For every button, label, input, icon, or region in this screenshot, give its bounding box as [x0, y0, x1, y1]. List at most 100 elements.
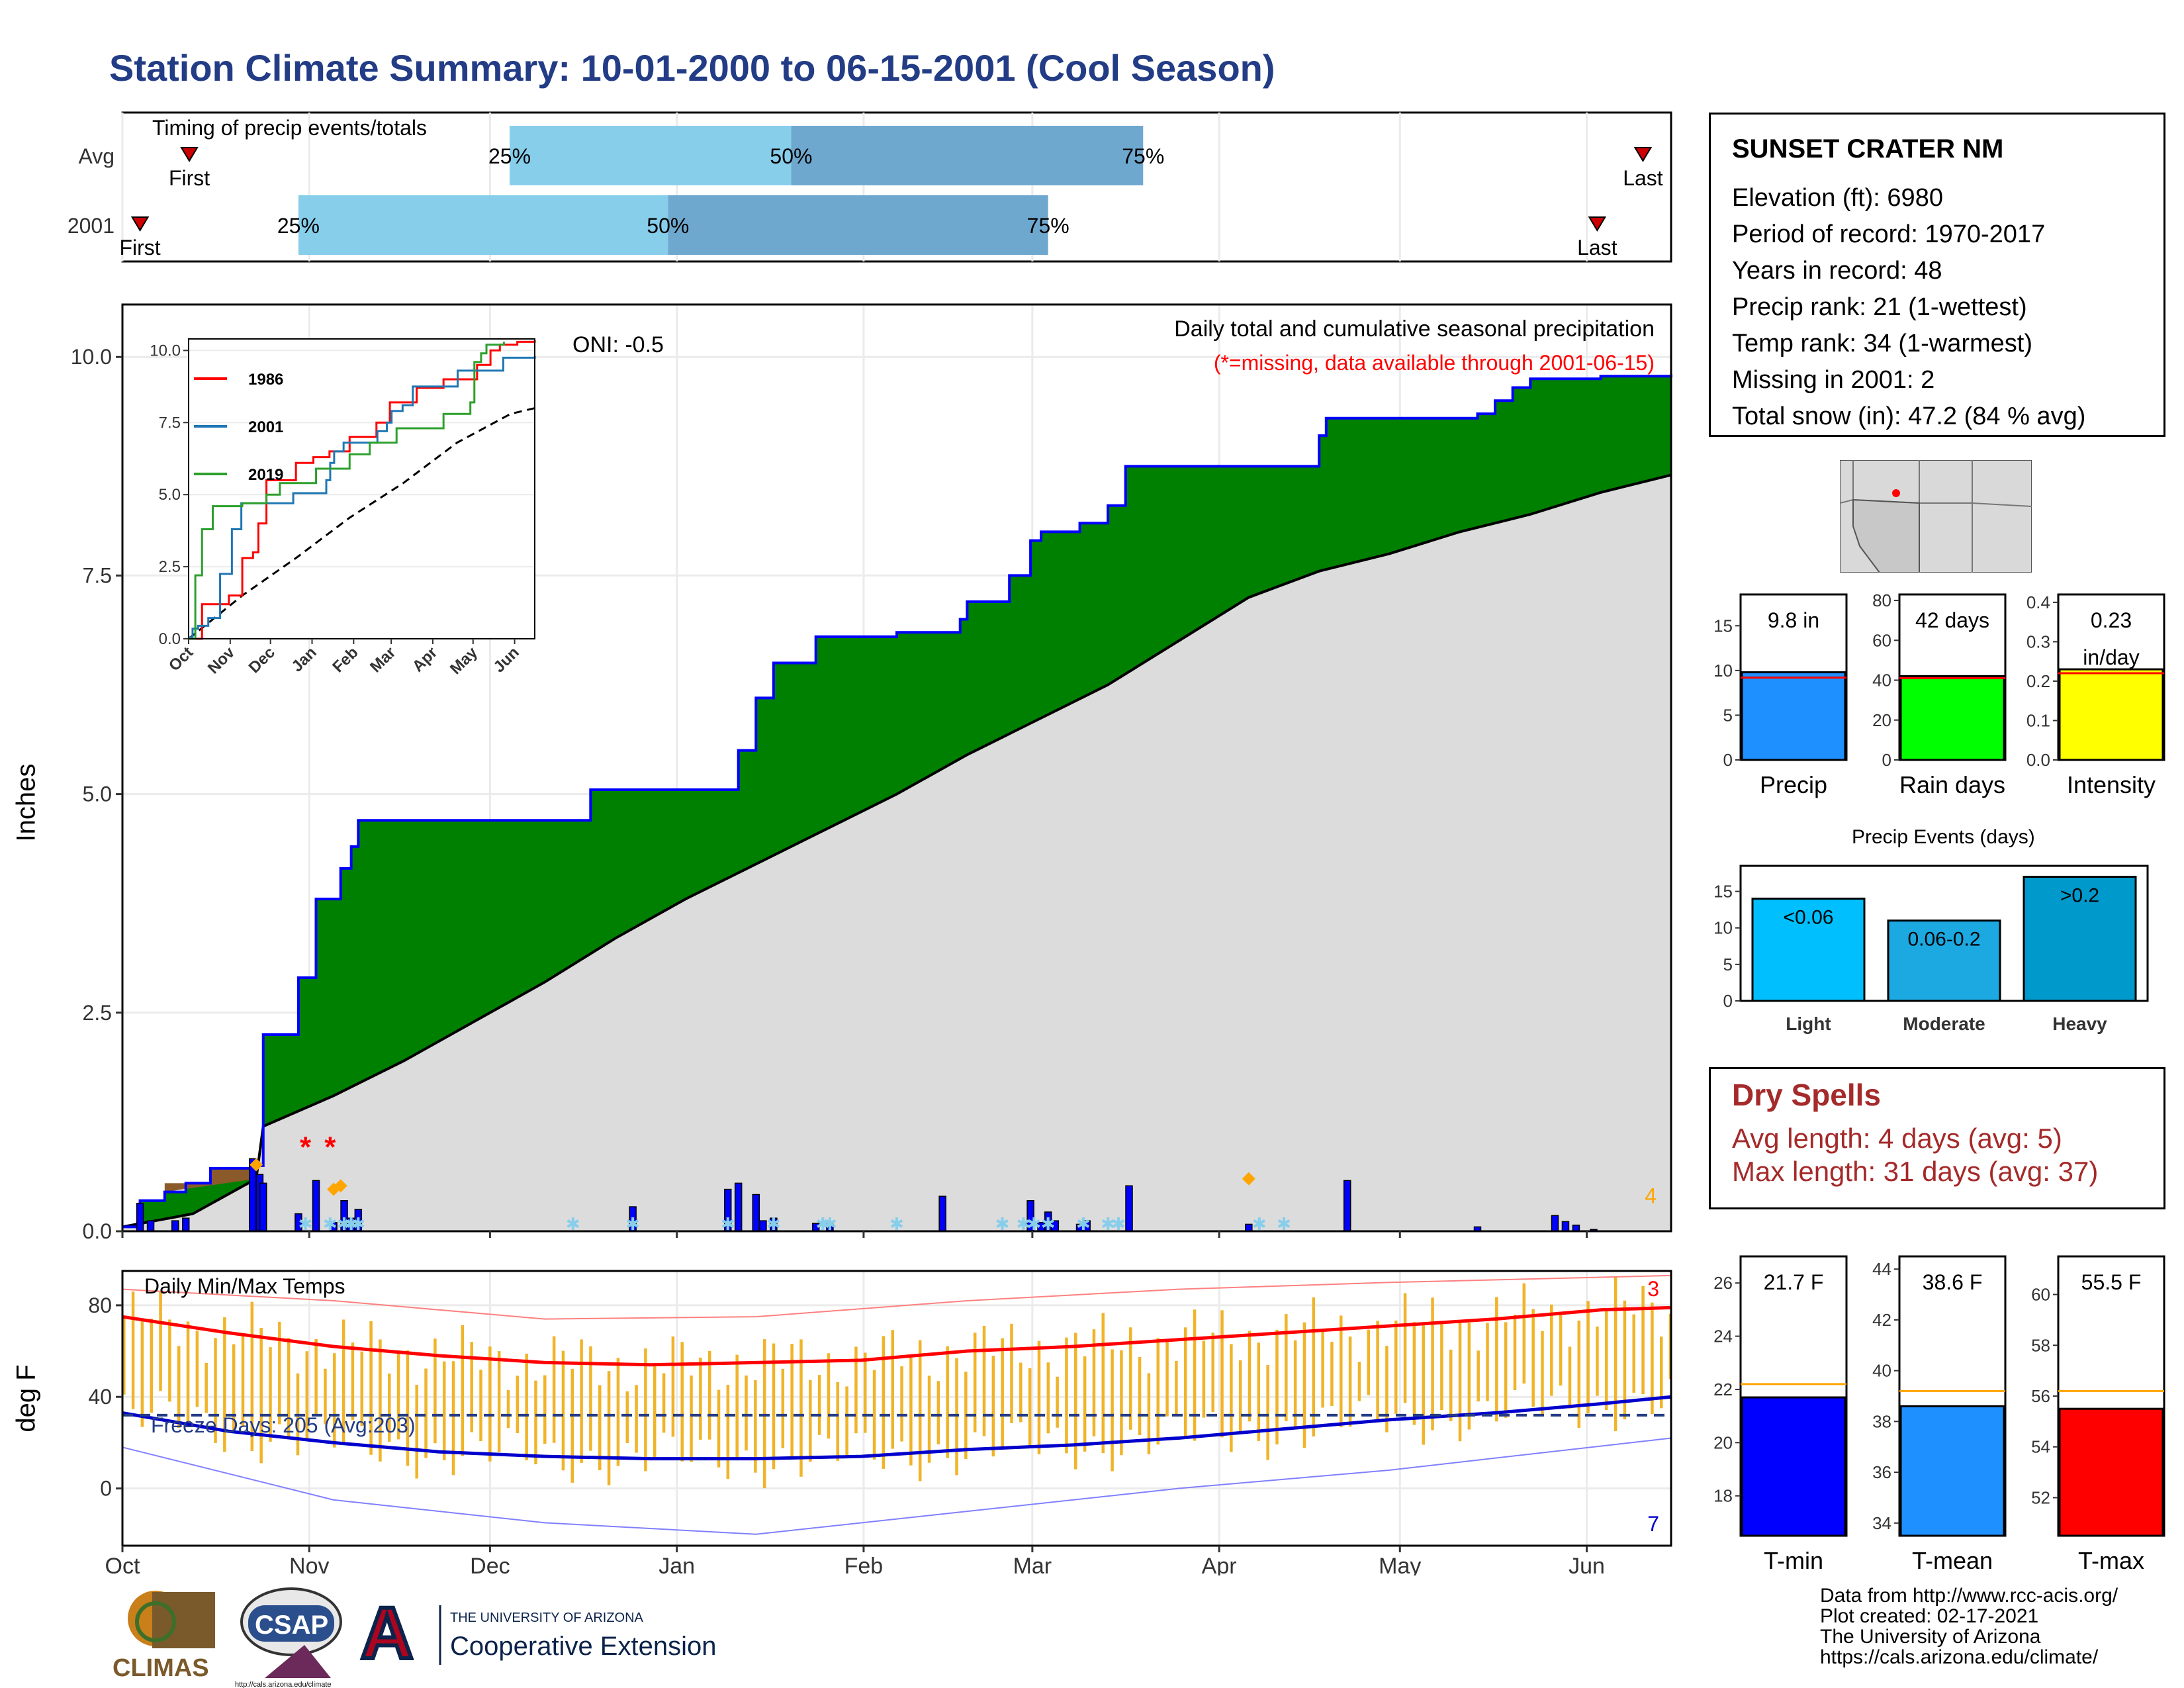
snow-marker-icon: ✱: [351, 1214, 365, 1234]
daily-temp-range-bar: [936, 1381, 940, 1444]
mini-ytick-label: 0: [1882, 750, 1891, 770]
daily-temp-range-bar: [360, 1351, 364, 1426]
daily-temp-range-bar: [341, 1319, 345, 1442]
inset-ytick-label: 0.0: [159, 630, 181, 648]
daily-temp-range-bar: [854, 1346, 858, 1434]
daily-temp-range-bar: [790, 1344, 794, 1460]
daily-temp-range-bar: [1193, 1309, 1197, 1441]
daily-temp-range-bar: [1257, 1342, 1261, 1441]
mini-bar: [1741, 1396, 1846, 1537]
precip-frame: [121, 303, 1672, 1233]
record-marker-icon: [1242, 1172, 1255, 1186]
x-axis-label: Jun: [1569, 1554, 1605, 1575]
precip-ytick-label: 2.5: [83, 1001, 112, 1025]
daily-temp-range-bar: [635, 1385, 638, 1453]
mini-ytick-label: 10: [1713, 661, 1733, 680]
daily-temp-range-bar: [506, 1390, 510, 1429]
timing-label-75: 75%: [1122, 144, 1164, 168]
daily-precip-bar: [734, 1182, 743, 1232]
station-line: Total snow (in): 47.2 (84 % avg): [1732, 402, 2086, 430]
snow-marker-icon: ✱: [721, 1214, 735, 1234]
snow-marker-icon: ✱: [823, 1214, 837, 1234]
x-axis-label: May: [1379, 1554, 1421, 1575]
timing-chart: Avg 25% 50% 75% First Last 2001 25% 50% 75% First L…: [0, 99, 1681, 271]
snow-marker-icon: ✱: [766, 1214, 781, 1234]
daily-temp-range-bar: [1431, 1297, 1434, 1430]
events-ytick-label: 0: [1723, 991, 1733, 1011]
station-line: Years in record: 48: [1732, 257, 1942, 285]
daily-temp-range-bar: [1202, 1340, 1206, 1418]
footer-line: https://cals.arizona.edu/climate/: [1820, 1646, 2099, 1668]
station-location-dot: [1892, 489, 1900, 497]
climas-wordmark: CLIMAS: [113, 1654, 209, 1682]
record-marker-icon: [250, 1158, 263, 1172]
daily-temp-range-bar: [754, 1380, 757, 1473]
events-chart: 0 5 10 15 <0.06 Light 0.06-0.2 Moderate >0.2 Heav…: [1713, 865, 2149, 1034]
daily-temp-range-bar: [946, 1346, 949, 1458]
daily-precip-bar: [1551, 1215, 1559, 1232]
daily-precip-bar: [752, 1194, 760, 1232]
daily-temp-range-bar: [1019, 1362, 1023, 1423]
daily-temp-range-bar: [772, 1343, 776, 1470]
daily-temp-range-bar: [762, 1339, 766, 1489]
timing-label-25: 25%: [277, 214, 320, 238]
events-title: Precip Events (days): [1852, 826, 2035, 848]
snow-marker-icon: ✱: [344, 1214, 359, 1234]
daily-temp-range-bar: [1412, 1322, 1416, 1425]
daily-temp-range-bar: [259, 1328, 263, 1464]
missing-marker-icon: *: [324, 1131, 336, 1164]
daily-temp-range-bar: [1659, 1336, 1663, 1409]
snow-marker-icon: ✱: [1076, 1214, 1091, 1234]
daily-temp-range-bar: [1183, 1327, 1187, 1438]
events-category-label: Heavy: [2052, 1013, 2107, 1034]
daily-temp-range-bar: [1348, 1336, 1352, 1427]
mini-ytick-label: 18: [1713, 1486, 1733, 1506]
daily-temp-range-bar: [314, 1338, 318, 1415]
daily-temp-range-bar: [644, 1348, 647, 1472]
footer-line: Plot created: 02-17-2021: [1820, 1605, 2039, 1627]
daily-temp-range-bar: [387, 1373, 391, 1442]
inset-ytick-label: 2.5: [159, 558, 181, 576]
mini-value-label: 38.6 F: [1923, 1270, 1983, 1294]
daily-temp-range-bar: [168, 1319, 171, 1402]
daily-temp-range-bar: [1495, 1297, 1498, 1422]
mini-value-label: in/day: [2083, 645, 2139, 669]
x-axis-label: Feb: [844, 1554, 884, 1575]
daily-temp-range-bar: [909, 1356, 913, 1466]
daily-temp-range-bar: [1138, 1357, 1142, 1435]
timing-label-50: 50%: [647, 214, 689, 238]
inset-ytick-label: 7.5: [159, 414, 181, 432]
daily-temp-range-bar: [707, 1350, 711, 1440]
mini-category-label: T-mean: [1912, 1547, 1993, 1574]
daily-temp-range-bar: [1513, 1314, 1517, 1391]
record-max-line: [122, 1274, 1672, 1320]
max-record-count: 3: [1647, 1277, 1659, 1301]
events-ytick-label: 5: [1723, 955, 1733, 974]
cum-avg-line: [122, 473, 1672, 1229]
snow-marker-icon: ✱: [1041, 1214, 1056, 1234]
daily-temp-range-bar: [900, 1366, 903, 1442]
cum-avg-area: [122, 475, 1671, 1232]
climas-logo: CLIMAS: [113, 1591, 215, 1682]
daily-temp-range-bar: [1522, 1283, 1526, 1384]
precip-ytick-label: 7.5: [83, 563, 112, 587]
freeze-days-label: Freeze Days: 205 (Avg:203): [151, 1413, 416, 1437]
temp-frame: [121, 1270, 1672, 1547]
precip-ytick-label: 0.0: [83, 1219, 112, 1243]
daily-temp-range-bar: [223, 1317, 226, 1452]
daily-temp-range-bar: [817, 1375, 821, 1435]
daily-temp-range-bar: [1376, 1321, 1379, 1420]
snow-marker-icon: ✱: [1252, 1214, 1267, 1234]
mini-ytick-label: 22: [1713, 1380, 1733, 1399]
timing-first-marker-icon: [180, 147, 199, 162]
snow-marker-icon: ✱: [1101, 1214, 1115, 1234]
inset-legend-label: 2019: [248, 466, 283, 484]
mini-ytick-label: 54: [2031, 1437, 2050, 1457]
daily-temp-range-bar: [305, 1351, 309, 1438]
timing-first-label: First: [119, 236, 160, 259]
daily-temp-range-bar: [241, 1333, 245, 1427]
daily-temp-range-bar: [827, 1353, 831, 1439]
daily-temp-range-bar: [1641, 1286, 1645, 1395]
events-bar-label: >0.2: [2060, 885, 2099, 907]
inset-frame: [188, 338, 535, 639]
